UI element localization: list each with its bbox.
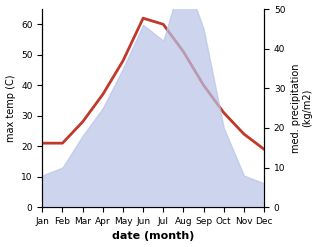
- Y-axis label: med. precipitation
(kg/m2): med. precipitation (kg/m2): [291, 63, 313, 153]
- Y-axis label: max temp (C): max temp (C): [5, 74, 16, 142]
- X-axis label: date (month): date (month): [112, 231, 194, 242]
